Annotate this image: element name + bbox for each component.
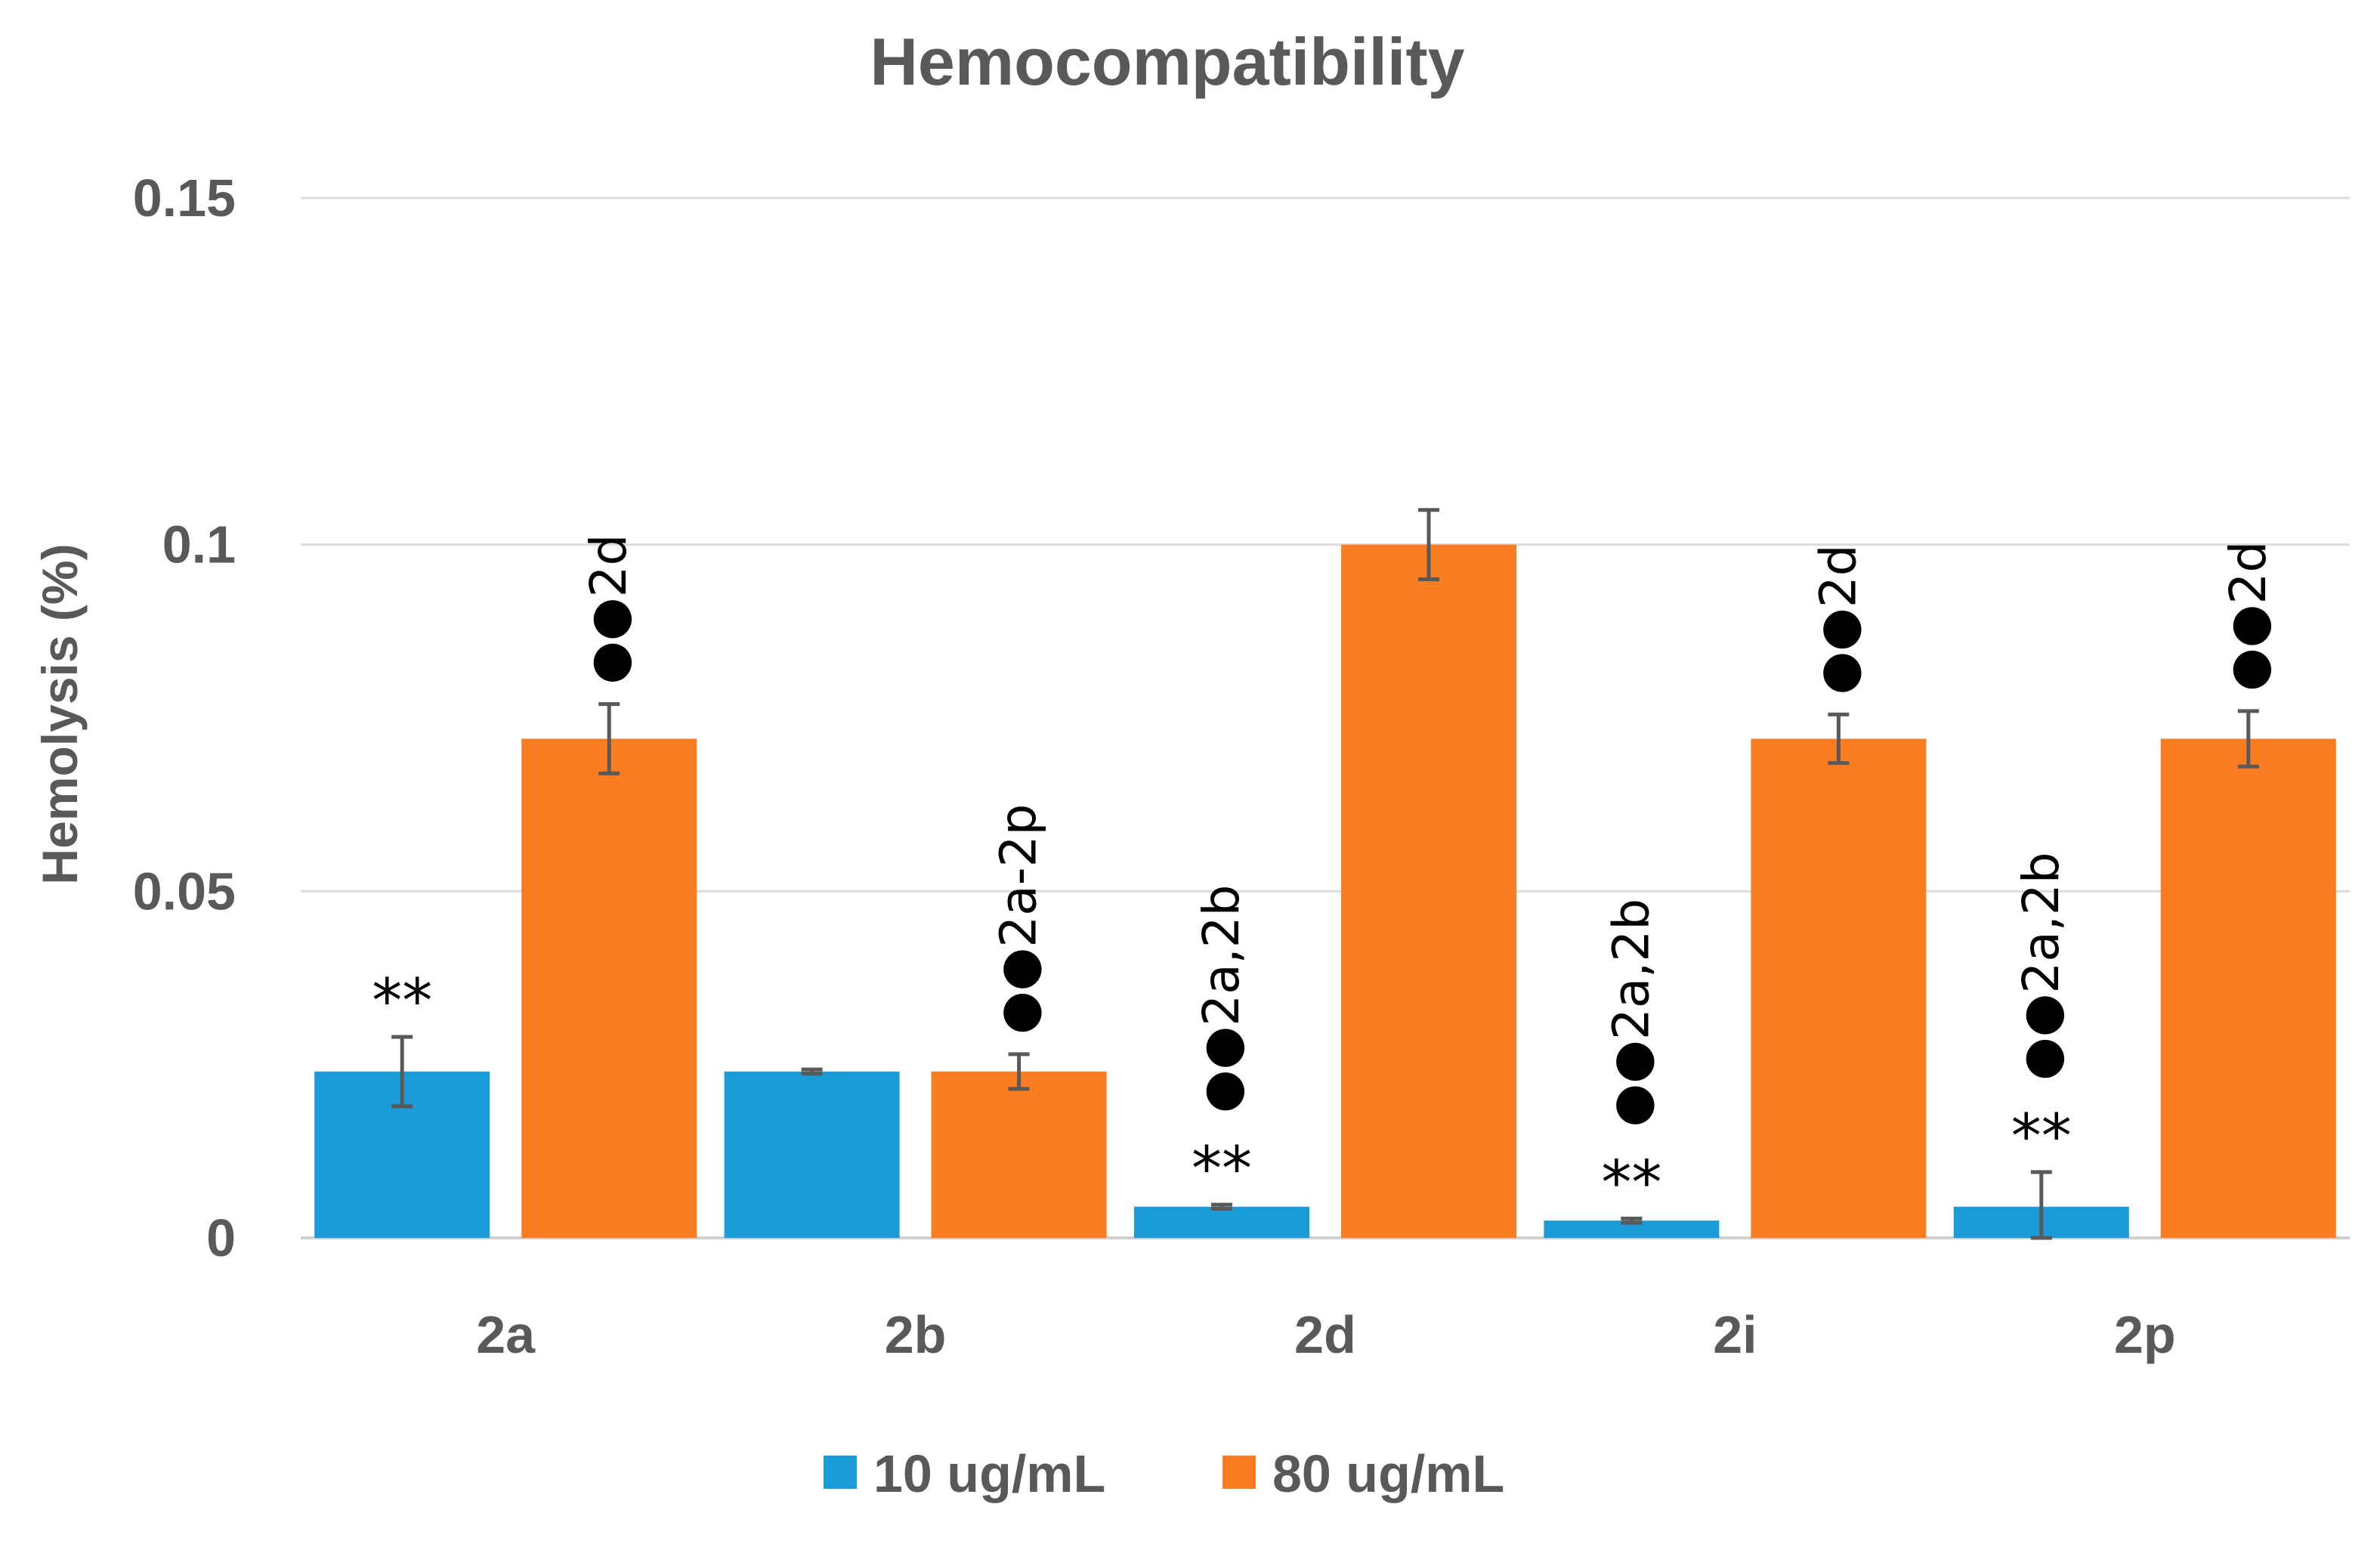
- y-tick-label: 0.15: [133, 169, 236, 227]
- bar-2d-high: [1341, 544, 1516, 1238]
- legend-swatch: [1222, 1456, 1256, 1489]
- error-bar-2a-low: [391, 1035, 413, 1109]
- bar-2b-low: [724, 1071, 900, 1238]
- significance-annotation: ●●2d: [580, 534, 638, 685]
- bar-2p-high: [2160, 738, 2336, 1238]
- significance-stars: **: [2011, 1101, 2072, 1171]
- error-bar-2d-high: [1418, 508, 1439, 582]
- significance-stars: **: [372, 966, 432, 1036]
- bar-2d-low: [1134, 1206, 1309, 1238]
- error-bars: [391, 508, 2259, 1240]
- significance-annotation: ●●2a,2b: [2012, 852, 2070, 1080]
- significance-annotation: ●●2a,2b: [1602, 899, 1660, 1127]
- legend-label: 10 ug/mL: [873, 1444, 1105, 1503]
- y-tick-label: 0.05: [133, 862, 236, 921]
- bar-2i-low: [1544, 1221, 1720, 1238]
- error-bar-2i-high: [1828, 712, 1850, 766]
- error-bar-2a-high: [598, 702, 620, 775]
- x-tick-label: 2i: [1713, 1305, 1757, 1364]
- error-bar-2b-low: [801, 1067, 823, 1076]
- significance-annotation: ●●2d: [1809, 544, 1867, 695]
- bar-2i-high: [1751, 738, 1927, 1238]
- significance-stars: **: [1601, 1147, 1661, 1218]
- error-bar-2p-low: [2030, 1170, 2052, 1240]
- x-tick-label: 2a: [476, 1305, 536, 1364]
- legend: 10 ug/mL 80 ug/mL: [824, 1444, 1504, 1503]
- x-tick-label: 2b: [885, 1305, 947, 1364]
- legend-swatch: [824, 1456, 857, 1489]
- x-tick-label: 2d: [1294, 1305, 1356, 1364]
- y-tick-label: 0: [206, 1208, 236, 1267]
- significance-annotation: ●●2a,2b: [1192, 884, 1250, 1112]
- error-bar-2d-low: [1211, 1202, 1232, 1211]
- bar-2b-high: [931, 1071, 1107, 1238]
- legend-item-high: 80 ug/mL: [1222, 1444, 1504, 1503]
- legend-item-low: 10 ug/mL: [824, 1444, 1105, 1503]
- significance-stars: **: [1192, 1134, 1252, 1204]
- significance-annotation: ●●2d: [2219, 541, 2277, 692]
- error-bar-2p-high: [2237, 709, 2259, 769]
- chart-title: Hemocompatibility: [870, 24, 1464, 99]
- legend-label: 80 ug/mL: [1272, 1444, 1504, 1503]
- y-axis-ticks: 0 0.05 0.1 0.15: [133, 169, 236, 1267]
- y-tick-label: 0.1: [162, 515, 236, 574]
- error-bar-2i-low: [1621, 1216, 1643, 1225]
- annotations: ** ●●2d ●●2a-2p ** ●●2a,2b ** ●●2a,2b ●●2d ** ●●2…: [372, 534, 2277, 1218]
- bar-2a-high: [521, 738, 697, 1238]
- y-axis-label: Hemolysis (%): [32, 543, 88, 884]
- x-tick-label: 2p: [2114, 1305, 2176, 1364]
- x-axis-ticks: 2a 2b 2d 2i 2p: [476, 1305, 2175, 1364]
- error-bar-2b-high: [1008, 1052, 1030, 1091]
- significance-annotation: ●●2a-2p: [990, 804, 1048, 1035]
